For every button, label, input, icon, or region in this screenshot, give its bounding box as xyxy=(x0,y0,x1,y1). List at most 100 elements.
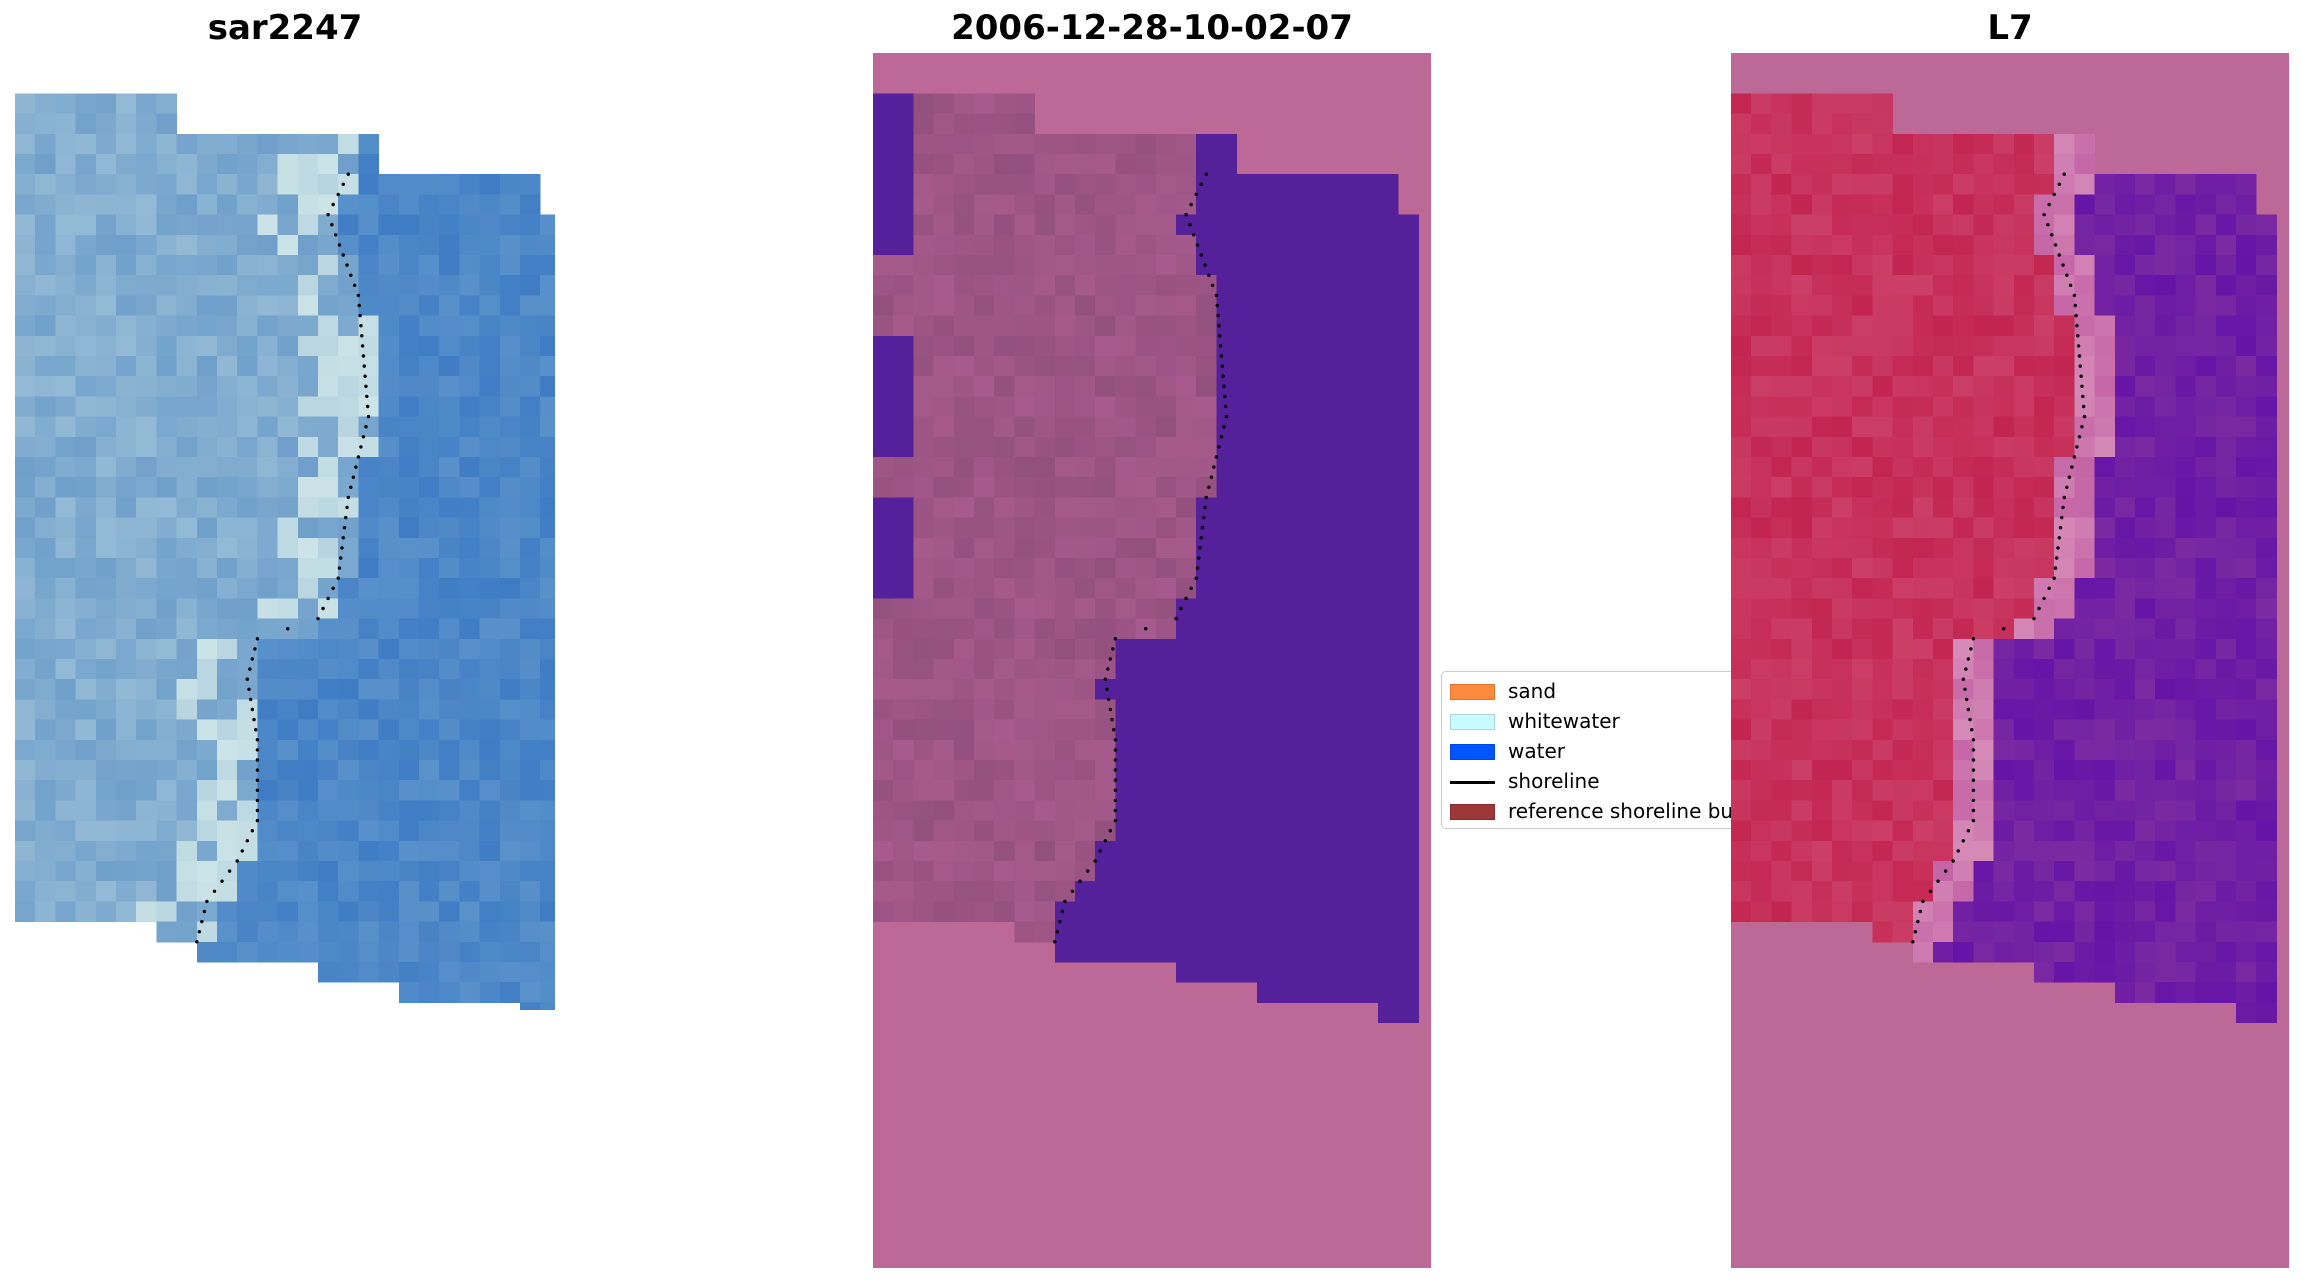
index-pixel xyxy=(1791,861,1813,882)
rgb-pixel xyxy=(116,335,137,357)
rgb-pixel xyxy=(196,335,218,357)
rgb-pixel xyxy=(116,275,137,296)
classification-pixel xyxy=(1337,477,1359,498)
classification-pixel xyxy=(1075,598,1096,620)
classification-pixel xyxy=(1176,416,1197,438)
shoreline-point xyxy=(340,546,344,550)
rgb-pixel xyxy=(499,861,521,882)
index-pixel xyxy=(1791,477,1813,498)
shoreline-point xyxy=(2082,414,2087,419)
classification-pixel xyxy=(1196,194,1217,216)
classification-pixel xyxy=(1155,901,1177,923)
index-pixel xyxy=(2155,416,2176,438)
index-pixel xyxy=(1953,861,1974,882)
rgb-pixel xyxy=(156,174,178,195)
index-pixel xyxy=(1892,497,1914,519)
rgb-pixel xyxy=(499,396,521,418)
classification-pixel xyxy=(1135,739,1157,761)
rgb-pixel xyxy=(156,760,178,781)
shoreline-point xyxy=(1103,677,1107,681)
rgb-pixel xyxy=(358,194,380,216)
index-pixel xyxy=(2155,335,2176,357)
rgb-pixel xyxy=(540,517,555,539)
rgb-pixel xyxy=(459,214,481,236)
index-pixel xyxy=(1751,840,1772,862)
rgb-pixel xyxy=(55,356,77,377)
index-pixel xyxy=(1933,659,1954,680)
classification-pixel xyxy=(1095,416,1116,438)
classification-pixel xyxy=(953,194,975,216)
classification-pixel xyxy=(1054,497,1076,519)
classification-pixel xyxy=(873,840,894,862)
index-pixel xyxy=(1852,295,1873,317)
rgb-pixel xyxy=(499,194,521,216)
classification-pixel xyxy=(1256,780,1278,801)
index-pixel xyxy=(1993,517,2015,539)
index-pixel xyxy=(2074,477,2096,498)
classification-pixel xyxy=(1256,618,1278,640)
index-pixel xyxy=(2135,800,2156,822)
classification-pixel xyxy=(1075,618,1096,640)
classification-pixel xyxy=(1054,477,1076,498)
index-pixel xyxy=(1791,820,1813,842)
rgb-pixel xyxy=(217,699,238,721)
classification-pixel xyxy=(1115,477,1137,498)
shoreline-point xyxy=(2068,283,2073,287)
index-pixel xyxy=(2034,760,2055,781)
index-pixel xyxy=(2256,315,2277,337)
rgb-pixel xyxy=(520,214,541,236)
classification-pixel xyxy=(1337,255,1359,276)
classification-pixel xyxy=(1176,154,1197,175)
rgb-pixel xyxy=(55,719,77,741)
classification-pixel xyxy=(913,214,935,236)
classification-pixel xyxy=(1398,234,1419,256)
index-pixel xyxy=(2094,881,2116,902)
index-pixel xyxy=(2256,760,2277,781)
index-pixel xyxy=(1852,477,1873,498)
classification-pixel xyxy=(1014,638,1036,660)
rgb-pixel xyxy=(338,376,359,397)
index-pixel xyxy=(2094,558,2116,579)
index-pixel xyxy=(1731,618,1752,640)
rgb-pixel xyxy=(419,234,440,256)
index-pixel xyxy=(2175,396,2197,418)
rgb-pixel xyxy=(499,335,521,357)
index-pixel xyxy=(2175,659,2197,680)
rgb-pixel xyxy=(196,416,218,438)
index-pixel xyxy=(1953,840,1974,862)
index-pixel xyxy=(1892,638,1914,660)
index-pixel xyxy=(2114,901,2136,923)
rgb-pixel xyxy=(176,901,198,923)
classification-pixel xyxy=(1277,901,1298,923)
index-pixel xyxy=(2094,376,2116,397)
rgb-pixel xyxy=(217,800,238,822)
rgb-pixel xyxy=(75,861,97,882)
index-pixel xyxy=(1832,174,1853,195)
classification-pixel xyxy=(1155,618,1177,640)
index-pixel xyxy=(1811,214,1833,236)
classification-pixel xyxy=(873,598,894,620)
classification-pixel xyxy=(1216,295,1238,317)
classification-pixel xyxy=(1398,962,1419,983)
rgb-pixel xyxy=(217,416,238,438)
rgb-pixel xyxy=(358,174,380,195)
classification-pixel xyxy=(873,517,894,539)
shoreline-point xyxy=(1111,647,1115,651)
classification-pixel xyxy=(1155,497,1177,519)
index-pixel xyxy=(1953,800,1974,822)
rgb-pixel xyxy=(35,558,56,579)
rgb-pixel xyxy=(338,840,359,862)
index-pixel xyxy=(1751,214,1772,236)
rgb-pixel xyxy=(378,820,400,842)
rgb-pixel xyxy=(318,679,339,700)
rgb-pixel xyxy=(439,537,460,559)
rgb-pixel xyxy=(318,962,339,983)
classification-pixel xyxy=(1256,315,1278,337)
classification-pixel xyxy=(1095,881,1116,902)
classification-pixel xyxy=(1378,982,1399,1003)
rgb-pixel xyxy=(217,840,238,862)
rgb-pixel xyxy=(459,275,481,296)
classification-pixel xyxy=(974,861,995,882)
classification-pixel xyxy=(1095,396,1116,418)
classification-pixel xyxy=(1176,578,1197,599)
